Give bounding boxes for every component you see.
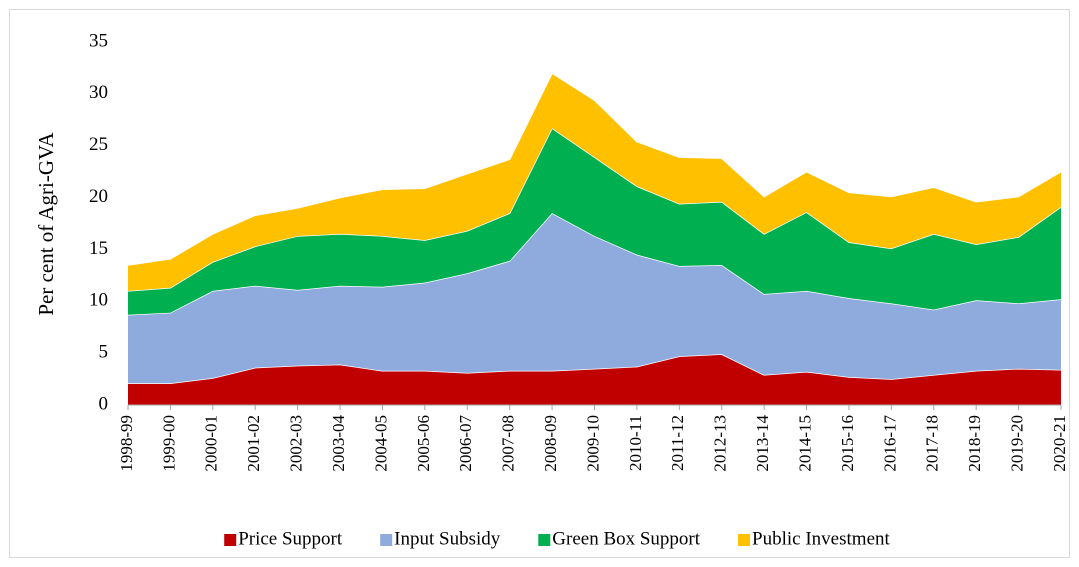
x-tick-label: 2014-15	[795, 415, 814, 472]
x-tick-label: 2004-05	[371, 415, 390, 472]
x-tick-label: 2002-03	[287, 415, 306, 472]
y-tick-label: 25	[89, 134, 108, 155]
legend-label: Public Investment	[752, 528, 890, 549]
y-tick-label: 35	[89, 30, 108, 51]
x-tick-label: 2018-19	[965, 415, 984, 472]
x-tick-label: 2020-21	[1050, 415, 1069, 472]
x-tick-label: 2011-12	[668, 415, 687, 471]
y-tick-label: 5	[99, 342, 109, 363]
legend-swatch	[538, 534, 551, 546]
y-tick-label: 15	[89, 238, 108, 259]
y-tick-label: 0	[99, 393, 109, 414]
y-tick-label: 10	[89, 290, 108, 311]
x-tick-label: 2015-16	[838, 415, 857, 472]
x-tick-label: 2003-04	[329, 415, 348, 472]
x-tick-label: 2010-11	[626, 415, 645, 471]
area	[128, 128, 1061, 315]
x-tick-label: 2006-07	[456, 415, 475, 472]
y-axis-label: Per cent of Agri-GVA	[34, 132, 58, 316]
x-tick-label: 2000-01	[202, 415, 221, 472]
x-tick-label: 2013-14	[753, 415, 772, 472]
x-tick-label: 2019-20	[1007, 415, 1026, 472]
x-tick-label: 2009-10	[583, 415, 602, 472]
legend-swatch	[380, 534, 393, 546]
x-tick-label: 2016-17	[880, 415, 899, 472]
area	[128, 354, 1061, 405]
legend-label: Input Subsidy	[394, 528, 501, 549]
legend-swatch	[738, 534, 751, 546]
area-edge	[127, 72, 1062, 266]
x-tick-label: 2012-13	[711, 415, 730, 472]
x-tick-label: 2001-02	[244, 415, 263, 472]
legend-label: Green Box Support	[552, 528, 700, 549]
y-tick-label: 30	[89, 82, 108, 103]
legend-swatch	[224, 534, 237, 546]
x-tick-label: 2017-18	[923, 415, 942, 472]
legend-label: Price Support	[238, 528, 343, 549]
x-tick-label: 1999-00	[159, 415, 178, 472]
area	[128, 213, 1061, 384]
y-tick-label: 20	[89, 186, 108, 207]
x-tick-label: 2008-09	[541, 415, 560, 472]
area	[128, 73, 1061, 291]
x-tick-label: 2005-06	[414, 415, 433, 472]
x-tick-label: 1998-99	[117, 415, 136, 472]
x-tick-label: 2007-08	[499, 415, 518, 472]
